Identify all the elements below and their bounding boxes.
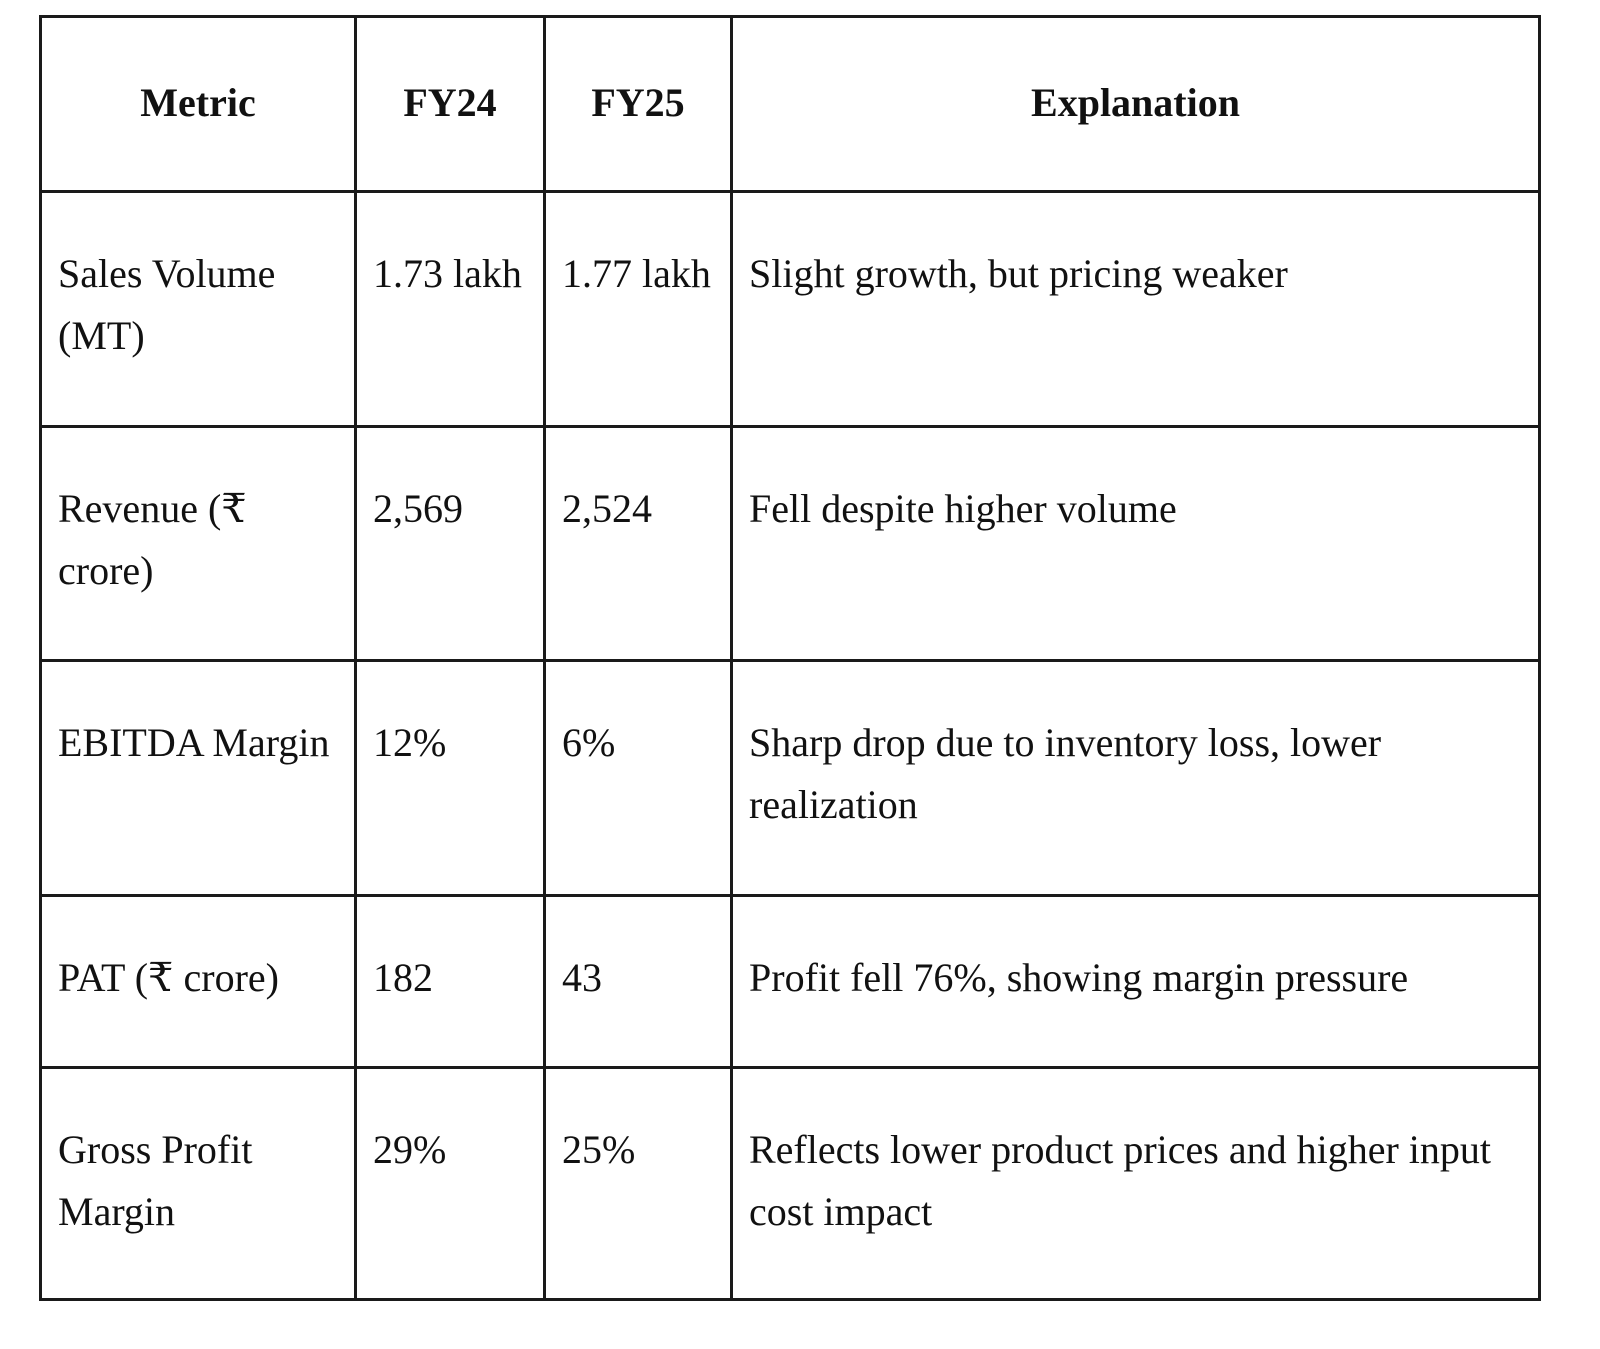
cell-metric: Sales Volume (MT) [39, 190, 357, 428]
header-explanation: Explanation [730, 15, 1541, 193]
header-fy24: FY24 [354, 15, 546, 193]
table-header-row: Metric FY24 FY25 Explanation [39, 15, 1541, 193]
cell-fy25: 6% [543, 659, 733, 897]
metrics-table: Metric FY24 FY25 Explanation Sales Volum… [39, 15, 1541, 1301]
cell-explanation: Slight growth, but pricing weaker [730, 190, 1541, 428]
cell-fy25: 2,524 [543, 425, 733, 662]
cell-metric: EBITDA Margin [39, 659, 357, 897]
cell-metric: PAT (₹ crore) [39, 894, 357, 1069]
header-metric: Metric [39, 15, 357, 193]
cell-fy24: 29% [354, 1066, 546, 1301]
cell-fy25: 1.77 lakh [543, 190, 733, 428]
table-row: Revenue (₹ crore) 2,569 2,524 Fell despi… [39, 425, 1541, 662]
table-row: EBITDA Margin 12% 6% Sharp drop due to i… [39, 659, 1541, 897]
cell-metric: Revenue (₹ crore) [39, 425, 357, 662]
cell-metric: Gross Profit Margin [39, 1066, 357, 1301]
header-fy25: FY25 [543, 15, 733, 193]
table-row: Sales Volume (MT) 1.73 lakh 1.77 lakh Sl… [39, 190, 1541, 428]
cell-fy24: 1.73 lakh [354, 190, 546, 428]
cell-fy24: 12% [354, 659, 546, 897]
table-row: Gross Profit Margin 29% 25% Reflects low… [39, 1066, 1541, 1301]
table-row: PAT (₹ crore) 182 43 Profit fell 76%, sh… [39, 894, 1541, 1069]
cell-fy24: 2,569 [354, 425, 546, 662]
cell-explanation: Profit fell 76%, showing margin pressure [730, 894, 1541, 1069]
cell-explanation: Reflects lower product prices and higher… [730, 1066, 1541, 1301]
cell-explanation: Sharp drop due to inventory loss, lower … [730, 659, 1541, 897]
cell-fy25: 25% [543, 1066, 733, 1301]
cell-explanation: Fell despite higher volume [730, 425, 1541, 662]
cell-fy25: 43 [543, 894, 733, 1069]
cell-fy24: 182 [354, 894, 546, 1069]
